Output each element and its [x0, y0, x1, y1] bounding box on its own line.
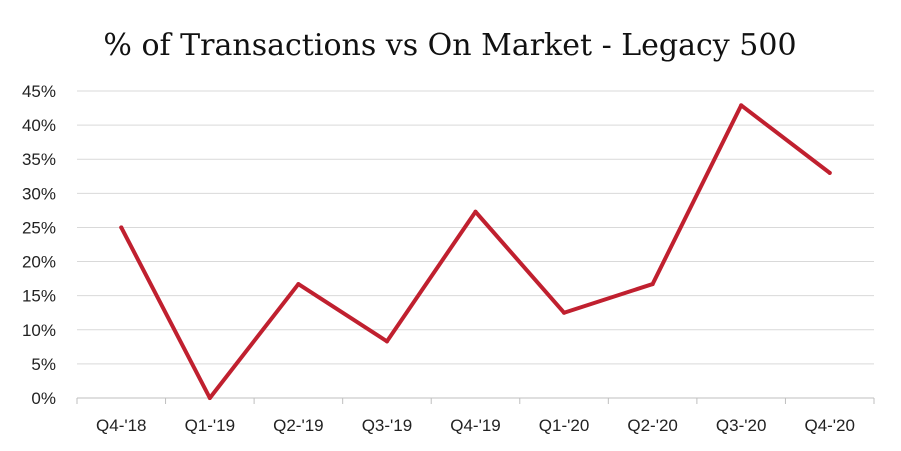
- y-tick-label: 25%: [22, 218, 56, 237]
- x-tick-label: Q2-'20: [627, 416, 678, 435]
- y-tick-label: 5%: [31, 355, 56, 374]
- y-axis-ticks: 0% 5% 10% 15% 20% 25% 30% 35% 40% 45%: [22, 82, 56, 408]
- x-tick-label: Q3-'19: [362, 416, 413, 435]
- data-point: [296, 282, 301, 287]
- gridlines: [76, 90, 875, 404]
- data-point: [384, 339, 389, 344]
- y-tick-label: 0%: [31, 389, 56, 408]
- data-point: [827, 170, 832, 175]
- y-tick-label: 10%: [22, 321, 56, 340]
- x-axis-ticks: Q4-'18 Q1-'19 Q2-'19 Q3-'19 Q4-'19 Q1-'20 Q2-'…: [96, 416, 855, 435]
- y-tick-label: 35%: [22, 150, 56, 169]
- series-group: [119, 103, 832, 400]
- x-tick-label: Q4-'19: [450, 416, 501, 435]
- x-tick-label: Q1-'20: [539, 416, 590, 435]
- data-point: [207, 396, 212, 400]
- series-line: [119, 103, 832, 400]
- y-tick-label: 15%: [22, 287, 56, 306]
- data-point: [119, 225, 124, 230]
- x-tick-label: Q4-'20: [804, 416, 855, 435]
- y-tick-label: 45%: [22, 82, 56, 101]
- chart-title: % of Transactions vs On Market - Legacy …: [103, 28, 796, 63]
- x-tick-label: Q1-'19: [185, 416, 236, 435]
- data-point: [739, 103, 744, 108]
- y-tick-label: 30%: [22, 184, 56, 203]
- data-point: [562, 310, 567, 315]
- y-tick-label: 20%: [22, 253, 56, 272]
- x-tick-label: Q3-'20: [716, 416, 767, 435]
- data-point: [650, 282, 655, 287]
- data-point: [473, 209, 478, 214]
- x-tick-label: Q4-'18: [96, 416, 147, 435]
- y-tick-label: 40%: [22, 116, 56, 135]
- x-tick-label: Q2-'19: [273, 416, 324, 435]
